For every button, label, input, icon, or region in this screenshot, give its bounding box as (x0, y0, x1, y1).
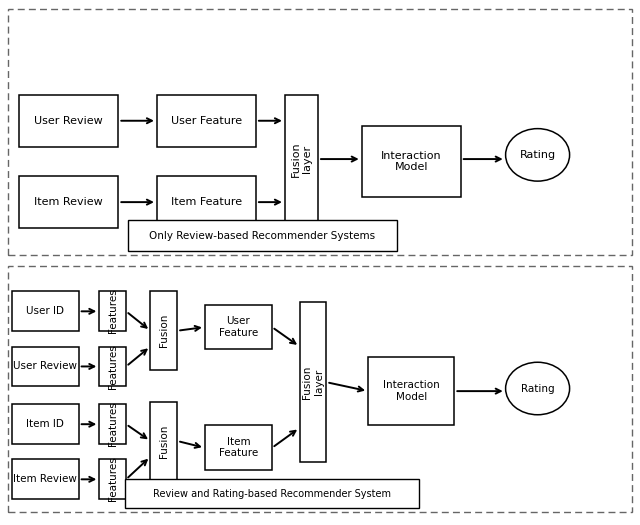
Text: Fusion: Fusion (159, 424, 169, 458)
Bar (150, 402, 177, 480)
Bar (205, 304, 272, 349)
Text: Rating: Rating (520, 150, 556, 160)
Bar (285, 94, 318, 223)
Bar (99, 459, 126, 499)
Ellipse shape (506, 129, 570, 181)
Bar (128, 220, 397, 251)
Bar (99, 291, 126, 331)
Bar (8, 266, 632, 512)
Bar (362, 126, 461, 197)
Text: Item Review: Item Review (35, 197, 103, 207)
Text: Fusion
layer: Fusion layer (291, 141, 312, 176)
Bar (19, 94, 118, 147)
Bar (205, 425, 272, 470)
Text: User ID: User ID (26, 306, 64, 316)
Bar (125, 479, 419, 508)
Text: Item Feature: Item Feature (171, 197, 242, 207)
Bar (150, 291, 177, 370)
Bar (99, 404, 126, 444)
Bar (368, 357, 454, 425)
Bar (12, 346, 79, 386)
Text: Interaction
Model: Interaction Model (383, 380, 440, 402)
Text: Review and Rating-based Recommender System: Review and Rating-based Recommender Syst… (153, 489, 391, 499)
Text: User Review: User Review (35, 116, 103, 126)
Text: Features: Features (108, 344, 118, 388)
Bar (19, 176, 118, 228)
Bar (157, 176, 256, 228)
Text: Interaction
Model: Interaction Model (381, 151, 442, 172)
Bar (12, 404, 79, 444)
Ellipse shape (506, 362, 570, 415)
Text: Item Review: Item Review (13, 474, 77, 484)
Text: User Feature: User Feature (171, 116, 242, 126)
Bar (12, 459, 79, 499)
Text: Features: Features (108, 402, 118, 446)
Text: Item ID: Item ID (26, 419, 64, 429)
Text: Fusion: Fusion (159, 314, 169, 348)
Bar (300, 302, 326, 462)
Text: Fusion
layer: Fusion layer (302, 365, 324, 398)
Text: Item
Feature: Item Feature (219, 437, 258, 458)
Bar (8, 9, 632, 255)
Text: User
Feature: User Feature (219, 316, 258, 338)
Text: Features: Features (108, 457, 118, 501)
Bar (99, 346, 126, 386)
Text: Rating: Rating (521, 383, 554, 394)
Bar (12, 291, 79, 331)
Bar (157, 94, 256, 147)
Text: Only Review-based Recommender Systems: Only Review-based Recommender Systems (149, 230, 376, 241)
Text: Features: Features (108, 289, 118, 333)
Text: User Review: User Review (13, 361, 77, 371)
